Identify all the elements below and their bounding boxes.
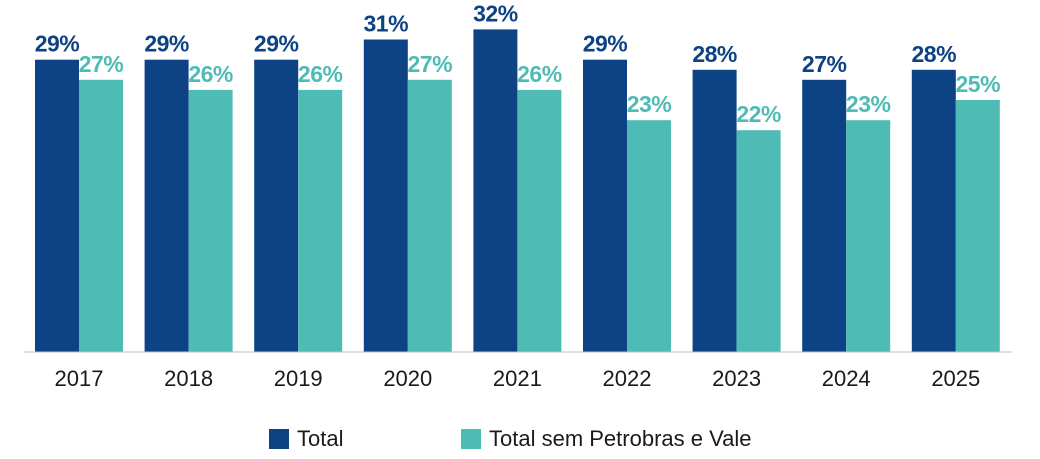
bar-total-sem-petrobras-e-vale-2021	[517, 89, 562, 353]
data-label-total-sem-petrobras-e-vale-2019: 26%	[298, 61, 343, 87]
bar-total-sem-petrobras-e-vale-2018	[188, 89, 233, 353]
bar-total-sem-petrobras-e-vale-2017	[79, 79, 123, 353]
data-label-total-2019: 29%	[254, 31, 299, 57]
bar-total-sem-petrobras-e-vale-2019	[298, 89, 343, 353]
data-label-total-2025: 28%	[912, 41, 957, 67]
data-label-total-2022: 29%	[583, 31, 628, 57]
x-tick-label-2024: 2024	[822, 366, 871, 391]
bar-total-2018	[144, 59, 189, 352]
data-label-total-2023: 28%	[692, 41, 737, 67]
bar-total-2017	[35, 59, 79, 352]
legend-item-total: Total	[269, 424, 343, 454]
bar-total-sem-petrobras-e-vale-2022	[627, 120, 671, 352]
legend: Total Total sem Petrobras e Vale	[0, 424, 1040, 454]
data-label-total-sem-petrobras-e-vale-2017: 27%	[79, 51, 124, 77]
bar-total-2019	[254, 59, 299, 352]
legend-swatch-total-sem-petrobras-e-vale	[461, 429, 481, 449]
data-label-total-sem-petrobras-e-vale-2023: 22%	[736, 101, 781, 127]
bar-total-sem-petrobras-e-vale-2024	[846, 120, 891, 352]
x-tick-label-2017: 2017	[55, 366, 104, 391]
x-tick-label-2022: 2022	[603, 366, 652, 391]
data-label-total-sem-petrobras-e-vale-2018: 26%	[188, 61, 233, 87]
bar-total-2023	[692, 69, 737, 353]
data-label-total-2024: 27%	[802, 51, 847, 77]
x-tick-label-2019: 2019	[274, 366, 323, 391]
data-label-total-2018: 29%	[144, 31, 189, 57]
bar-total-sem-petrobras-e-vale-2020	[407, 79, 452, 353]
data-label-total-2020: 31%	[364, 11, 409, 37]
bar-total-2024	[802, 79, 847, 353]
x-tick-labels-layer: 2017 2018 2019 2020 2021 2022 2023 2024 2025	[55, 366, 981, 391]
x-tick-label-2021: 2021	[493, 366, 542, 391]
legend-label-total-sem-petrobras-e-vale: Total sem Petrobras e Vale	[489, 426, 752, 451]
data-label-total-sem-petrobras-e-vale-2024: 23%	[846, 91, 891, 117]
legend-item-total-sem-petrobras-e-vale: Total sem Petrobras e Vale	[461, 424, 752, 454]
x-tick-label-2023: 2023	[712, 366, 761, 391]
data-label-total-sem-petrobras-e-vale-2020: 27%	[408, 51, 453, 77]
bar-total-2020	[363, 39, 408, 352]
x-tick-label-2018: 2018	[164, 366, 213, 391]
data-label-total-2021: 32%	[473, 0, 518, 26]
bar-total-sem-petrobras-e-vale-2023	[736, 130, 781, 352]
data-label-total-sem-petrobras-e-vale-2022: 23%	[627, 91, 672, 117]
data-label-total-sem-petrobras-e-vale-2021: 26%	[517, 61, 562, 87]
data-label-total-sem-petrobras-e-vale-2025: 25%	[956, 71, 1001, 97]
bars-layer	[35, 29, 1000, 353]
bar-total-2021	[473, 29, 518, 353]
x-tick-label-2020: 2020	[383, 366, 432, 391]
bar-total-2025	[911, 69, 956, 353]
legend-label-total: Total	[297, 426, 344, 451]
bar-total-sem-petrobras-e-vale-2025	[955, 100, 1000, 352]
data-label-total-2017: 29%	[35, 31, 80, 57]
legend-swatch-total	[269, 429, 289, 449]
data-labels-layer: 29%27%29%26%29%26%31%27%32%26%29%23%28%2…	[35, 0, 1001, 127]
bar-total-2022	[583, 59, 627, 352]
x-tick-label-2025: 2025	[931, 366, 980, 391]
